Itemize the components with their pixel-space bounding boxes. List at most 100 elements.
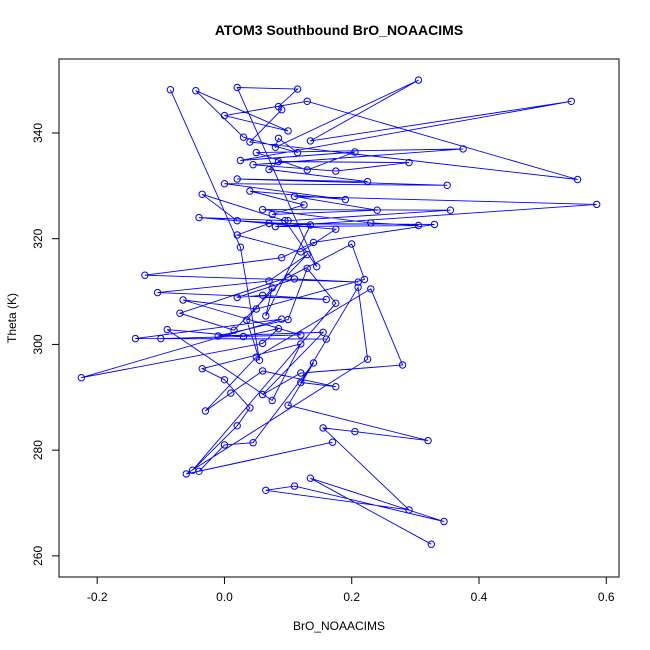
data-point: [265, 277, 273, 285]
data-point: [367, 285, 375, 293]
chart-title: ATOM3 Southbound BrO_NOAACIMS: [215, 22, 463, 38]
data-point: [300, 201, 308, 209]
data-point: [593, 200, 601, 209]
data-point: [284, 127, 292, 135]
data-point: [252, 148, 260, 157]
data-point: [233, 175, 241, 183]
data-point: [274, 157, 283, 166]
data-point: [195, 213, 203, 222]
data-point: [265, 219, 273, 228]
data-point: [233, 83, 241, 92]
x-tick-label: 0.0: [216, 590, 233, 604]
data-point: [348, 240, 356, 248]
data-point: [258, 291, 267, 299]
data-point: [243, 316, 251, 324]
data-point: [268, 210, 276, 219]
data-point: [363, 355, 372, 363]
data-point: [220, 376, 229, 384]
data-point: [141, 271, 149, 279]
data-point: [405, 158, 413, 167]
data-point: [573, 175, 582, 184]
data-point: [176, 309, 184, 317]
data-point: [363, 177, 372, 186]
data-point: [271, 143, 280, 152]
data-point: [297, 369, 305, 377]
data-point: [233, 217, 241, 225]
data-point: [351, 427, 359, 436]
x-tick-label: 0.2: [343, 590, 360, 604]
data-point: [278, 254, 286, 262]
data-point: [446, 206, 455, 214]
data-point: [131, 334, 140, 343]
data-point: [440, 517, 448, 526]
data-point: [268, 284, 276, 292]
data-point: [182, 470, 191, 478]
data-point: [398, 361, 407, 369]
data-point: [236, 156, 245, 165]
data-point: [360, 275, 369, 284]
y-axis-label: Theta (K): [5, 293, 19, 343]
data-point: [246, 187, 254, 195]
x-axis: -0.2 0.0 0.2 0.4 0.6: [87, 577, 615, 604]
data-point: [239, 332, 248, 341]
data-point: [258, 390, 267, 399]
data-point: [249, 439, 257, 447]
data-point: [258, 367, 267, 375]
data-point: [567, 97, 575, 106]
data-point: [188, 466, 197, 474]
data-point: [262, 486, 270, 494]
data-point: [322, 295, 330, 304]
data-point: [303, 166, 311, 174]
data-point: [341, 195, 350, 204]
data-point: [309, 359, 318, 367]
data-point: [332, 383, 340, 391]
data-point: [271, 222, 280, 231]
plot-area: [77, 76, 601, 548]
data-point: [214, 332, 222, 340]
data-point: [319, 424, 327, 432]
series-line: [81, 79, 597, 545]
data-point: [227, 389, 235, 397]
data-point: [220, 441, 229, 449]
data-point: [290, 192, 299, 201]
data-point: [274, 324, 283, 333]
x-tick-label: 0.4: [471, 590, 488, 604]
data-point: [322, 335, 330, 343]
data-point: [278, 315, 286, 323]
data-point: [258, 339, 267, 348]
data-point: [293, 148, 302, 157]
data-point: [313, 263, 321, 271]
data-point: [443, 181, 451, 190]
data-point: [198, 190, 206, 199]
data-point: [246, 404, 254, 412]
data-point: [303, 250, 311, 259]
data-point: [284, 401, 292, 409]
data-point: [163, 325, 171, 334]
data-point: [332, 299, 340, 307]
data-point: [328, 438, 337, 446]
data-point: [293, 85, 302, 93]
data-point: [306, 137, 315, 145]
y-tick-label: 320: [31, 228, 45, 248]
x-axis-label: BrO_NOAACIMS: [293, 619, 385, 633]
data-point: [303, 264, 311, 272]
data-point: [153, 288, 162, 297]
data-point: [354, 278, 362, 286]
data-point: [309, 238, 318, 247]
data-point: [268, 396, 276, 405]
data-point: [77, 374, 86, 382]
data-point: [354, 283, 362, 291]
data-point: [281, 217, 289, 225]
data-point: [201, 407, 210, 415]
y-tick-label: 340: [31, 123, 45, 143]
y-tick-label: 300: [31, 334, 45, 354]
data-point: [262, 312, 270, 320]
data-point: [414, 76, 423, 84]
data-point: [290, 275, 299, 283]
data-point: [367, 219, 375, 227]
data-point: [332, 167, 340, 175]
data-point: [373, 206, 381, 214]
data-point: [297, 378, 305, 387]
data-point: [233, 422, 241, 430]
